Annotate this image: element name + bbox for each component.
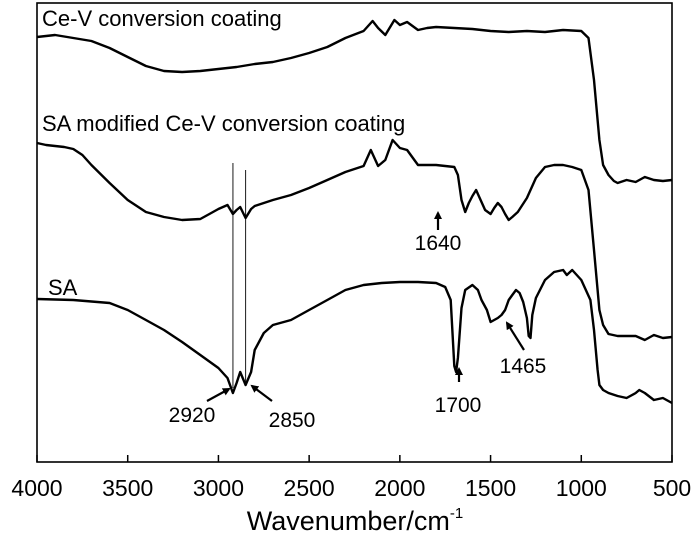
annotation-label-2920: 2920 [169,404,216,427]
x-tick-label-1500: 1500 [465,475,516,501]
annotation-label-2850: 2850 [269,409,316,432]
plot-frame [36,2,673,463]
annotation-label-1700: 1700 [435,394,482,417]
x-tick-label-1000: 1000 [556,475,607,501]
series-label-2: SA [48,275,78,300]
x-tick-label-4000: 4000 [11,475,62,501]
series-label-0: Ce-V conversion coating [42,6,282,31]
x-tick-label-2000: 2000 [374,475,425,501]
x-axis-label: Wavenumber/cm-1 [247,505,463,536]
x-tick-label-500: 500 [653,475,691,501]
series-label-1: SA modified Ce-V conversion coating [42,111,405,136]
annotation-label-1640: 1640 [415,232,462,255]
x-tick-label-3500: 3500 [102,475,153,501]
series-line-0 [36,18,673,185]
x-tick-label-2500: 2500 [284,475,335,501]
x-tick-label-3000: 3000 [193,475,244,501]
annotation-arrow-2850 [250,384,273,402]
x-axis-label-text: Wavenumber/cm [247,506,450,536]
annotation-arrow-1465 [505,321,525,351]
annotation-arrow-2920 [206,388,231,402]
x-axis-label-superscript: -1 [450,505,463,522]
annotation-label-1465: 1465 [500,355,547,378]
series-line-2 [36,268,673,405]
series-line-1 [36,138,673,342]
